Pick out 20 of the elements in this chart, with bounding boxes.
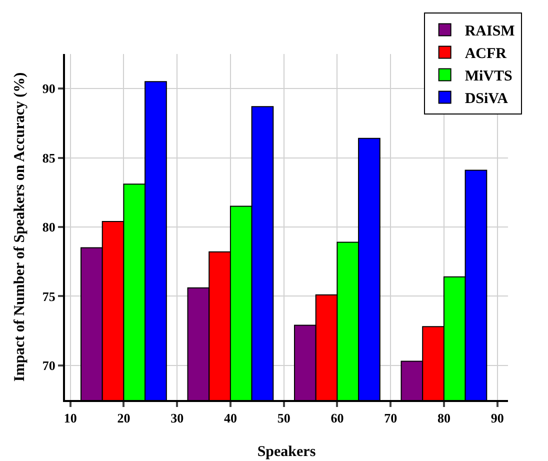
y-tick-label: 80 <box>42 220 56 235</box>
y-tick-label: 85 <box>42 150 56 166</box>
y-tick-label: 75 <box>42 288 56 304</box>
legend-label: MiVTS <box>464 68 512 85</box>
x-tick-label: 30 <box>170 410 184 426</box>
x-tick-label: 50 <box>277 410 290 426</box>
x-tick-label: 10 <box>64 410 77 426</box>
y-tick-label: 90 <box>42 81 56 96</box>
x-tick-label: 80 <box>437 410 450 426</box>
y-axis-title: Impact of Number of Speakers on Accuracy (%) <box>12 72 28 382</box>
x-tick-label: 40 <box>224 410 237 426</box>
y-tick-label: 70 <box>42 358 56 373</box>
legend-label: DSiVA <box>464 91 508 108</box>
x-tick-label: 20 <box>117 410 130 426</box>
x-tick-label: 70 <box>384 410 398 426</box>
legend-label: ACFR <box>464 46 507 62</box>
x-axis-title: Speakers <box>257 444 316 460</box>
x-tick-label: 60 <box>330 410 344 426</box>
x-tick-label: 90 <box>490 410 504 426</box>
legend-label: RAISM <box>464 24 515 40</box>
